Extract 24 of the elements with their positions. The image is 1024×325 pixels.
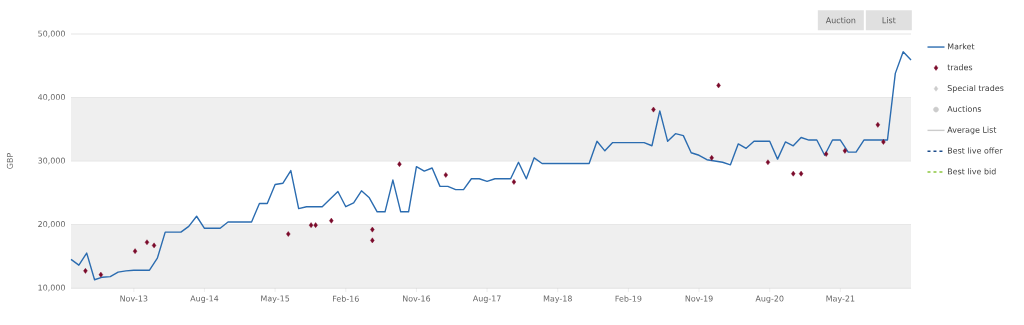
point [132, 248, 138, 254]
point [151, 242, 157, 249]
point [716, 82, 721, 89]
point [83, 268, 88, 274]
point [144, 239, 150, 246]
point [881, 139, 886, 145]
point [824, 151, 829, 157]
point [370, 226, 375, 233]
point [842, 148, 848, 154]
point [397, 161, 402, 167]
point [798, 170, 804, 177]
point [511, 179, 517, 185]
point [98, 271, 104, 278]
point [709, 155, 714, 161]
point [370, 237, 375, 244]
point [286, 231, 291, 237]
point [313, 222, 318, 228]
point [329, 217, 334, 224]
point [765, 159, 771, 166]
point [308, 222, 314, 228]
point [651, 106, 656, 113]
point [443, 172, 448, 178]
point [791, 170, 796, 177]
point [875, 122, 880, 128]
